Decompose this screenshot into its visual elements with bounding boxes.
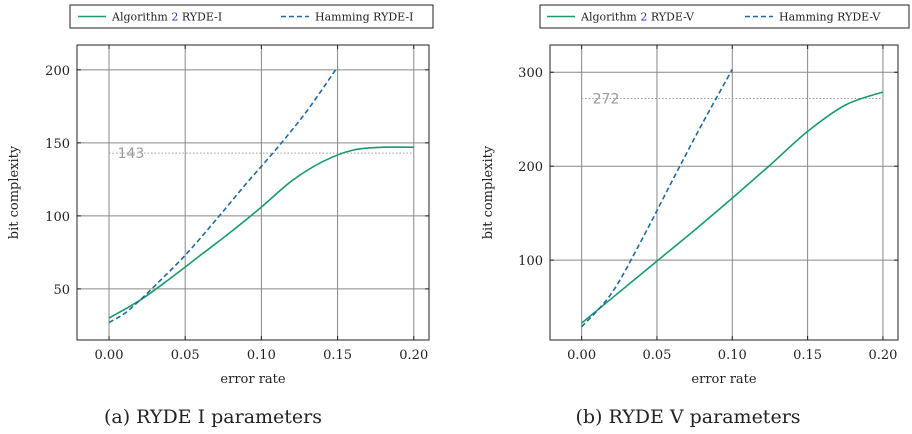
- hamming-series-line: [108, 66, 339, 324]
- y-tick-label: 100: [518, 254, 543, 269]
- reference-label: 143: [118, 146, 145, 162]
- legend-entry-suffix: RYDE-I: [178, 11, 222, 24]
- legend-entry: Algorithm 2 RYDE-I: [111, 11, 222, 24]
- x-tick-label: 0.05: [171, 348, 200, 363]
- y-tick-label: 50: [53, 283, 70, 298]
- x-tick-label: 0.00: [567, 348, 596, 363]
- legend-entry-prefix: Algorithm: [580, 11, 640, 24]
- y-axis-label: bit complexity: [481, 145, 496, 239]
- y-tick-label: 200: [518, 160, 543, 175]
- legend-box: [539, 4, 910, 29]
- legend-entry-ref: 2: [640, 11, 647, 24]
- x-axis-label: error rate: [220, 372, 285, 387]
- algorithm-series-line: [108, 146, 414, 319]
- legend-entry-ref: 2: [171, 11, 178, 24]
- y-tick-label: 100: [45, 210, 70, 225]
- legend-entry: Algorithm 2 RYDE-V: [580, 11, 695, 24]
- x-tick-label: 0.10: [718, 348, 747, 363]
- legend: Algorithm 2 RYDE-V Hamming RYDE-V: [539, 4, 910, 29]
- chart-panel-b: 0.00 0.05 0.10 0.15 0.20 100 200 300 272 error ra…: [481, 4, 910, 428]
- legend-entry-suffix: RYDE-V: [647, 11, 695, 24]
- x-tick-label: 0.20: [868, 348, 897, 363]
- plot-frame: [549, 44, 899, 341]
- y-tick-label: 200: [45, 64, 70, 79]
- figure-caption: (a) RYDE I parameters: [104, 406, 322, 428]
- x-tick-label: 0.10: [247, 348, 276, 363]
- y-tick-label: 300: [518, 66, 543, 81]
- legend: Algorithm 2 RYDE-I Hamming RYDE-I: [69, 4, 434, 29]
- x-tick-label: 0.20: [399, 348, 428, 363]
- hamming-series-line: [581, 69, 733, 328]
- plot-frame: [76, 44, 430, 341]
- x-axis-label: error rate: [691, 372, 756, 387]
- figure-caption: (b) RYDE V parameters: [575, 406, 800, 428]
- x-tick-label: 0.15: [323, 348, 352, 363]
- chart-panel-a: 0.00 0.05 0.10 0.15 0.20 50 100 150 200 143 error …: [7, 4, 434, 428]
- legend-box: [69, 4, 434, 29]
- legend-entry-prefix: Algorithm: [111, 11, 171, 24]
- x-tick-label: 0.05: [642, 348, 671, 363]
- reference-label: 272: [593, 92, 620, 108]
- legend-entry: Hamming RYDE-I: [315, 11, 413, 24]
- x-tick-label: 0.00: [95, 348, 124, 363]
- x-tick-label: 0.15: [793, 348, 822, 363]
- algorithm-series-line: [581, 91, 884, 324]
- y-axis-label: bit complexity: [7, 145, 22, 239]
- legend-entry: Hamming RYDE-V: [779, 11, 881, 24]
- y-tick-label: 150: [45, 137, 70, 152]
